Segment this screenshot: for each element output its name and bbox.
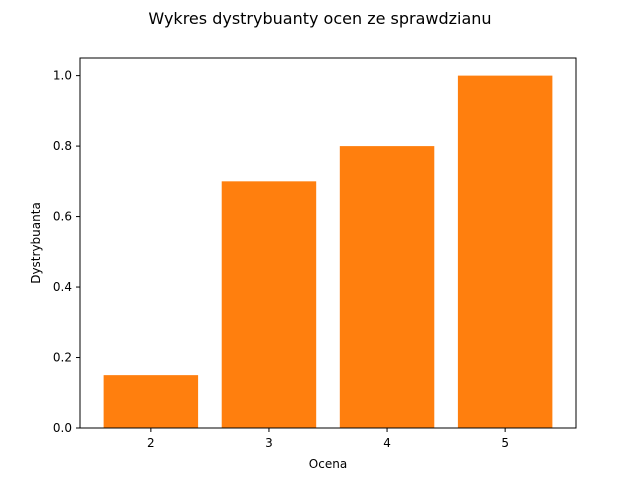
y-tick-label: 0.0 [53, 421, 72, 435]
bars-group [103, 75, 553, 429]
x-ticks-group: 2 3 4 5 [147, 428, 509, 450]
x-tick-label: 2 [147, 436, 155, 450]
y-ticks-group: 0.0 0.2 0.4 0.6 0.8 1.0 [53, 69, 80, 435]
x-axis-label: Ocena [309, 457, 347, 471]
y-tick-label: 0.6 [53, 210, 72, 224]
y-tick-label: 0.4 [53, 280, 72, 294]
x-tick-label: 5 [501, 436, 509, 450]
x-tick-label: 4 [383, 436, 391, 450]
chart-title: Wykres dystrybuanty ocen ze sprawdzianu [148, 9, 491, 28]
y-tick-label: 0.8 [53, 139, 72, 153]
bar-3 [221, 181, 317, 428]
x-tick-label: 3 [265, 436, 273, 450]
bar-4 [339, 146, 435, 428]
y-tick-label: 0.2 [53, 351, 72, 365]
plot-area: 2 3 4 5 0.0 0.2 0.4 0.6 0.8 1.0 [53, 57, 577, 450]
y-axis-label: Dystrybuanta [29, 202, 43, 284]
bar-5 [457, 75, 553, 429]
axes-frame [79, 57, 577, 429]
y-tick-label: 1.0 [53, 69, 72, 83]
bar-2 [103, 375, 199, 428]
